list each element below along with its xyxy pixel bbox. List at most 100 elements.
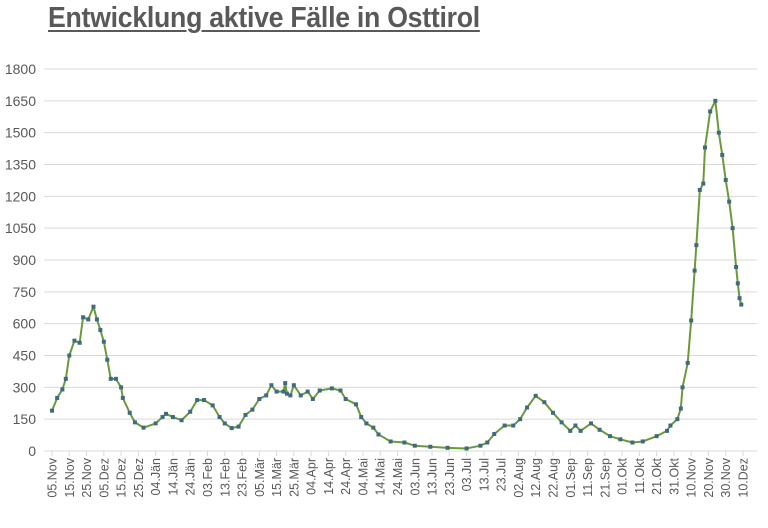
data-point (692, 268, 697, 273)
data-point (67, 353, 72, 358)
data-point (737, 296, 742, 301)
data-point (298, 393, 303, 398)
data-point (678, 406, 683, 411)
data-point (317, 388, 322, 393)
data-point (680, 385, 685, 390)
data-point (664, 428, 669, 433)
x-tick-label: 01.Okt (616, 457, 630, 494)
x-tick-label: 21.Okt (650, 457, 664, 494)
data-point (77, 340, 82, 345)
data-point (518, 417, 523, 422)
data-point (202, 398, 207, 403)
data-point (50, 408, 54, 413)
data-point (402, 440, 407, 445)
x-tick-label: 03.Jul (460, 458, 474, 491)
x-tick-label: 04.Jän (149, 458, 163, 496)
data-point (685, 360, 690, 365)
data-point (55, 395, 60, 400)
x-tick-label: 10.Dez (737, 458, 751, 498)
x-tick-label: 11.Okt (633, 457, 647, 493)
data-point (730, 226, 735, 231)
data-point (141, 425, 146, 430)
x-tick-label: 15.Nov (63, 457, 77, 497)
data-point (550, 410, 555, 415)
y-tick-label: 1200 (5, 188, 36, 204)
data-point (734, 265, 739, 270)
data-point (701, 181, 706, 186)
data-point (702, 145, 707, 150)
x-tick-label: 23.Feb (236, 458, 250, 497)
x-tick-label: 12.Aug (529, 458, 543, 498)
y-tick-label: 450 (13, 348, 37, 364)
data-point (364, 421, 369, 426)
data-point (329, 386, 334, 391)
data-point (542, 400, 547, 405)
data-point (464, 446, 469, 451)
data-point (502, 423, 507, 428)
data-point (188, 409, 193, 414)
x-tick-label: 24.Mai (391, 458, 405, 496)
x-tick-label: 15.Dez (115, 458, 129, 498)
data-point (160, 415, 165, 420)
series-line (51, 99, 743, 450)
x-tick-label: 05.Mär (253, 458, 267, 497)
y-tick-label: 0 (28, 443, 36, 459)
y-tick-label: 750 (13, 284, 37, 300)
x-tick-label: 25.Dez (132, 458, 146, 498)
data-point (101, 339, 106, 344)
x-tick-label: 01.Sep (564, 458, 578, 498)
data-point (525, 405, 530, 410)
data-point (511, 423, 516, 428)
data-point (113, 376, 118, 381)
y-tick-label: 900 (13, 252, 37, 268)
data-point (689, 318, 694, 323)
x-tick-label: 22.Aug (546, 458, 560, 498)
data-point (735, 281, 740, 286)
data-point (559, 420, 564, 425)
data-point (94, 317, 99, 322)
data-point (412, 443, 417, 448)
x-tick-label: 14.Jän (166, 458, 180, 496)
x-tick-label: 23.Jun (443, 458, 457, 496)
data-point (597, 427, 602, 432)
data-point (281, 389, 286, 394)
y-tick-label: 1350 (5, 157, 36, 173)
data-point (170, 415, 175, 420)
x-axis: 05.Nov 15.Nov 25.Nov 05.Dez 15.Dez 25.Dez 04.J… (44, 450, 757, 498)
data-point (236, 424, 241, 429)
data-point (274, 389, 279, 394)
x-tick-label: 04.Apr (305, 458, 319, 495)
chart-title: Entwicklung aktive Fälle in Osttirol (48, 2, 480, 34)
data-point (697, 187, 702, 192)
x-tick-label: 13.Jun (426, 458, 440, 496)
gridlines (44, 68, 757, 420)
data-point (72, 338, 77, 343)
data-point (269, 383, 274, 388)
data-point (720, 152, 725, 157)
data-point (153, 421, 158, 426)
y-tick-label: 150 (13, 411, 37, 427)
x-tick-label: 14.Mai (374, 458, 388, 496)
x-tick-label: 13.Feb (218, 458, 232, 497)
data-point (713, 98, 718, 103)
data-point (492, 432, 497, 437)
data-point (243, 412, 248, 417)
data-point (127, 410, 132, 415)
data-point (120, 395, 125, 400)
y-tick-label: 1050 (5, 220, 36, 236)
data-point (607, 434, 612, 439)
data-point (354, 402, 359, 407)
data-point (105, 357, 110, 362)
data-point (376, 432, 381, 437)
data-point (716, 130, 721, 135)
data-point (723, 177, 728, 182)
x-tick-label: 03.Feb (201, 458, 215, 497)
x-tick-label: 10.Nov (685, 457, 699, 497)
data-point (485, 440, 490, 445)
x-tick-label: 11.Sep (581, 458, 595, 497)
data-point (132, 420, 137, 425)
data-point (210, 403, 215, 408)
data-point (250, 407, 255, 412)
data-point (338, 388, 343, 393)
data-point (288, 393, 293, 398)
